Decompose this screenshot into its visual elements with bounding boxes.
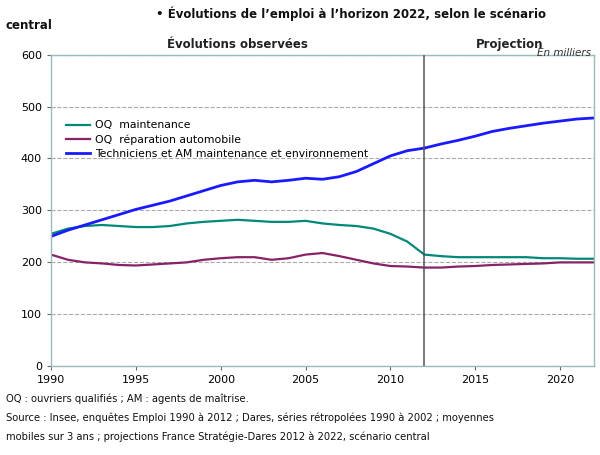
Text: • Évolutions de l’emploi à l’horizon 2022, selon le scénario: • Évolutions de l’emploi à l’horizon 202…: [156, 7, 546, 21]
Text: Évolutions observées: Évolutions observées: [167, 39, 308, 51]
Text: OQ : ouvriers qualifiés ; AM : agents de maîtrise.: OQ : ouvriers qualifiés ; AM : agents de…: [6, 394, 249, 404]
Text: mobiles sur 3 ans ; projections France Stratégie-Dares 2012 à 2022, scénario cen: mobiles sur 3 ans ; projections France S…: [6, 431, 430, 442]
Legend: OQ  maintenance, OQ  réparation automobile, Techniciens et AM maintenance et env: OQ maintenance, OQ réparation automobile…: [62, 116, 373, 163]
Text: Projection: Projection: [475, 39, 543, 51]
Text: Source : Insee, enquêtes Emploi 1990 à 2012 ; Dares, séries rétropolées 1990 à 2: Source : Insee, enquêtes Emploi 1990 à 2…: [6, 413, 494, 423]
Text: En milliers: En milliers: [537, 48, 591, 58]
Text: central: central: [6, 19, 53, 32]
